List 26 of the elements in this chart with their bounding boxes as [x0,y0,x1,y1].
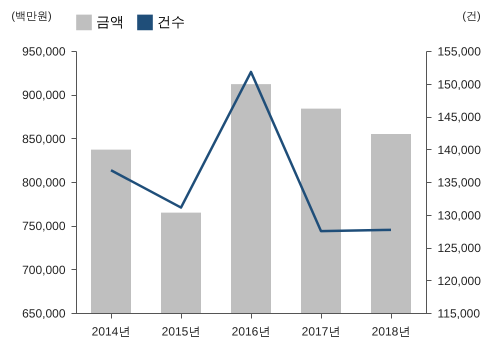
y2-tick-label: 140,000 [438,142,482,157]
line-series [110,70,392,232]
y-tick-label: 650,000 [22,306,66,320]
x-tick-label: 2014년 [92,324,130,338]
x-tick-label: 2017년 [302,324,340,338]
y-tick-label: 700,000 [22,262,66,277]
x-tick-label: 2018년 [372,324,410,338]
y2-tick-label: 150,000 [438,77,482,92]
y2-tick-label: 135,000 [438,176,482,190]
y-axis-title: (백만원) [11,10,52,22]
y2-axis-title: (건) [462,10,481,22]
y2-tick-label: 125,000 [438,241,482,255]
legend-label: 금액 [96,13,124,30]
y-tick-label: 850,000 [22,132,66,146]
y-tick-label: 800,000 [22,176,66,190]
y2-tick-label: 145,000 [438,110,482,124]
y2-tick-label: 155,000 [438,44,482,58]
x-tick-label: 2016년 [232,324,270,338]
legend-label: 건수 [157,13,185,30]
y2-tick-label: 130,000 [438,208,482,222]
x-tick-label: 2015년 [162,324,200,338]
y2-tick-label: 120,000 [438,274,482,288]
y-tick-label: 750,000 [22,219,66,234]
y-tick-label: 950,000 [22,44,66,58]
y2-tick-label: 115,000 [438,306,480,320]
y-tick-label: 900,000 [22,88,66,102]
